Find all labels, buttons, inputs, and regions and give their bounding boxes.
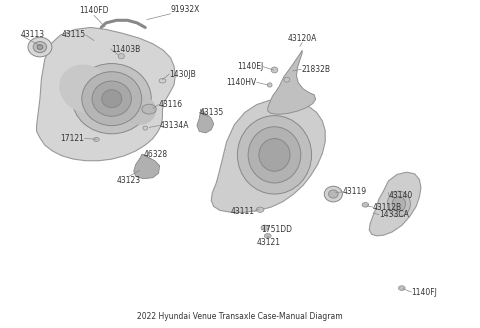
Ellipse shape: [387, 191, 410, 216]
Ellipse shape: [392, 196, 406, 211]
Text: 43119: 43119: [343, 187, 367, 196]
Text: 43113: 43113: [21, 31, 45, 39]
Text: 1430JB: 1430JB: [169, 70, 196, 79]
Circle shape: [398, 286, 405, 290]
Circle shape: [159, 78, 166, 83]
Ellipse shape: [59, 65, 112, 113]
Text: 1140EJ: 1140EJ: [237, 62, 263, 71]
Ellipse shape: [102, 90, 122, 108]
Circle shape: [142, 104, 156, 114]
Ellipse shape: [118, 53, 124, 59]
Ellipse shape: [92, 81, 132, 116]
Text: 43135: 43135: [199, 108, 224, 117]
Circle shape: [94, 137, 99, 141]
Text: 1140FJ: 1140FJ: [411, 288, 437, 297]
Ellipse shape: [82, 72, 142, 126]
Circle shape: [264, 234, 271, 238]
Ellipse shape: [123, 95, 156, 125]
Polygon shape: [197, 109, 214, 133]
Text: 43115: 43115: [62, 31, 86, 39]
Ellipse shape: [267, 83, 272, 87]
Ellipse shape: [143, 126, 148, 130]
Ellipse shape: [33, 42, 47, 52]
Text: 1751DD: 1751DD: [262, 225, 292, 235]
Ellipse shape: [324, 186, 342, 202]
Polygon shape: [369, 172, 421, 236]
Text: 1140FD: 1140FD: [79, 6, 109, 15]
Ellipse shape: [271, 67, 278, 73]
Ellipse shape: [284, 77, 290, 82]
Text: 1140HV: 1140HV: [227, 78, 257, 87]
Text: 11403B: 11403B: [111, 45, 140, 53]
Polygon shape: [211, 99, 325, 212]
Text: 43121: 43121: [257, 238, 281, 247]
Ellipse shape: [259, 138, 290, 171]
Ellipse shape: [37, 45, 43, 49]
Ellipse shape: [238, 116, 312, 194]
Text: 43116: 43116: [158, 100, 183, 109]
Ellipse shape: [72, 64, 151, 134]
Text: 43123: 43123: [117, 176, 141, 185]
Text: 43112B: 43112B: [373, 203, 402, 212]
Text: 43134A: 43134A: [159, 121, 189, 130]
Text: 43140: 43140: [388, 191, 413, 199]
Polygon shape: [134, 154, 159, 179]
Ellipse shape: [248, 127, 301, 183]
Ellipse shape: [328, 190, 338, 198]
Text: 21832B: 21832B: [301, 65, 330, 74]
Text: 17121: 17121: [60, 134, 84, 143]
Circle shape: [261, 225, 269, 230]
Ellipse shape: [28, 37, 52, 57]
Polygon shape: [36, 28, 175, 161]
Text: 43120A: 43120A: [288, 33, 317, 43]
Polygon shape: [268, 50, 316, 114]
Text: 46328: 46328: [144, 150, 168, 159]
Circle shape: [362, 203, 369, 207]
Text: 91932X: 91932X: [170, 5, 200, 14]
Text: 2022 Hyundai Venue Transaxle Case-Manual Diagram: 2022 Hyundai Venue Transaxle Case-Manual…: [137, 313, 343, 321]
Circle shape: [256, 207, 264, 212]
Text: 1433CA: 1433CA: [379, 210, 408, 219]
Text: 43111: 43111: [230, 207, 254, 216]
